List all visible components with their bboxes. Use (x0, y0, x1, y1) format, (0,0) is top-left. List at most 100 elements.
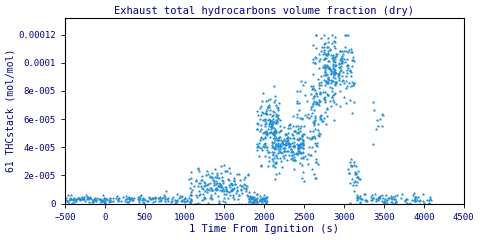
Point (300, 141, 307, 145)
Point (342, 79, 349, 83)
Point (249, 201, 256, 205)
Point (335, 73, 342, 77)
Point (62, 196, 70, 200)
Point (259, 111, 266, 115)
Point (101, 201, 109, 204)
Point (309, 43, 317, 47)
Point (212, 189, 219, 192)
Point (188, 193, 195, 197)
Point (237, 187, 245, 191)
Point (243, 193, 251, 197)
Point (330, 67, 337, 71)
Point (217, 183, 225, 186)
Point (357, 196, 364, 200)
Point (263, 201, 270, 205)
Point (326, 47, 334, 50)
Point (332, 71, 339, 75)
Point (230, 176, 238, 180)
Point (342, 33, 349, 36)
Point (100, 199, 108, 203)
Point (324, 76, 332, 80)
Point (349, 183, 357, 187)
Point (221, 185, 229, 189)
Point (223, 169, 231, 173)
Point (81, 195, 88, 198)
Point (322, 65, 329, 69)
Point (109, 199, 117, 203)
Point (219, 179, 227, 183)
Point (384, 198, 391, 202)
Point (324, 107, 331, 111)
Point (311, 149, 319, 153)
Point (69, 198, 77, 202)
Point (288, 154, 296, 157)
Point (187, 181, 195, 185)
Point (340, 57, 348, 61)
Point (329, 71, 336, 74)
Point (331, 59, 338, 63)
Point (83, 195, 90, 199)
Point (361, 198, 369, 202)
Point (215, 184, 222, 188)
Point (156, 196, 164, 200)
Point (332, 57, 339, 61)
Point (227, 188, 235, 192)
Point (338, 79, 346, 83)
Point (85, 200, 93, 204)
Point (329, 63, 336, 66)
Point (245, 200, 252, 204)
Point (273, 144, 281, 148)
Point (331, 63, 339, 67)
Point (272, 130, 279, 133)
Point (338, 60, 346, 63)
Point (378, 124, 386, 128)
Point (192, 178, 200, 182)
Point (303, 115, 311, 119)
Point (391, 201, 399, 205)
Point (343, 101, 350, 105)
Point (356, 194, 363, 198)
Point (331, 64, 339, 67)
Point (242, 188, 250, 192)
Point (354, 196, 361, 200)
Point (89, 200, 97, 204)
Point (420, 199, 427, 203)
Point (216, 184, 223, 188)
Point (200, 195, 207, 199)
Point (278, 165, 286, 169)
Point (290, 144, 298, 148)
Point (293, 143, 300, 146)
Point (256, 198, 264, 202)
Point (308, 114, 315, 118)
Point (322, 53, 329, 56)
Point (248, 195, 256, 198)
Point (274, 144, 281, 147)
Point (379, 193, 386, 197)
Point (275, 136, 282, 139)
Point (332, 52, 339, 56)
Point (316, 117, 324, 121)
Point (321, 83, 328, 87)
Point (212, 167, 219, 171)
Point (373, 118, 381, 122)
Point (300, 179, 308, 182)
Point (288, 150, 295, 154)
Point (336, 58, 344, 62)
Point (219, 181, 227, 185)
Point (266, 120, 274, 124)
Point (183, 199, 191, 203)
Point (271, 146, 278, 150)
Point (233, 172, 240, 176)
Point (370, 196, 377, 200)
Point (324, 45, 332, 49)
Point (355, 177, 362, 181)
Point (101, 196, 108, 200)
Point (290, 155, 298, 159)
Point (350, 81, 358, 85)
Point (91, 197, 98, 201)
Point (293, 89, 301, 93)
Point (181, 197, 189, 200)
Point (416, 199, 423, 203)
Point (244, 172, 252, 176)
Point (97, 200, 105, 204)
